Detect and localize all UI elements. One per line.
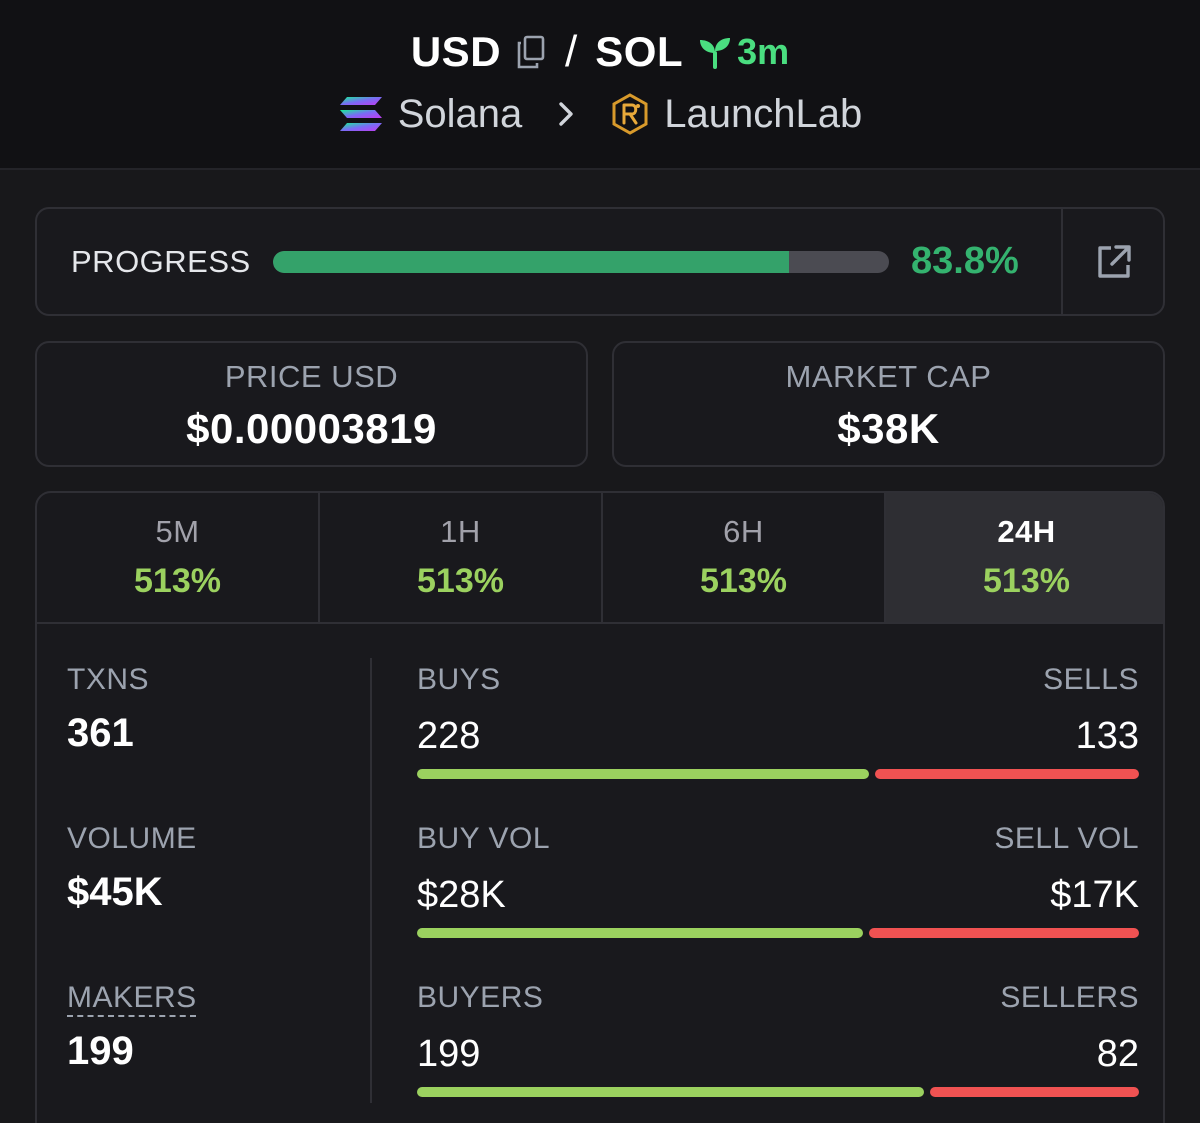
column-divider <box>370 658 372 1103</box>
market-cap-label: MARKET CAP <box>785 359 992 394</box>
sells-label: SELLS <box>1043 663 1139 696</box>
sells-bar <box>875 769 1139 779</box>
tab-label: 6H <box>723 514 764 549</box>
tab-label: 1H <box>440 514 481 549</box>
volume-label: VOLUME <box>67 822 197 855</box>
base-symbol: USD <box>410 28 502 75</box>
sell-vol-value: $17K <box>1050 874 1139 916</box>
buyers-bar <box>417 1087 924 1097</box>
sell-vol-bar <box>869 928 1139 938</box>
tab-24h[interactable]: 24H 513% <box>886 493 1163 622</box>
volume-metric: VOLUME $45K <box>67 822 367 915</box>
makers-value: 199 <box>67 1029 134 1073</box>
pair-separator: / <box>565 27 578 76</box>
volume-value: $45K <box>67 870 163 914</box>
buy-vol-bar <box>417 928 863 938</box>
pair-age: 3m <box>697 31 789 73</box>
progress-bar <box>273 251 889 273</box>
buyers-label: BUYERS <box>417 981 544 1014</box>
sellers-value: 82 <box>1096 1033 1139 1075</box>
buys-value: 228 <box>417 715 481 757</box>
progress-label: PROGRESS <box>71 244 251 279</box>
sprout-icon <box>697 35 733 69</box>
external-link-icon <box>1098 244 1131 278</box>
sellers-label: SELLERS <box>1000 981 1139 1014</box>
tab-change: 513% <box>134 562 221 600</box>
tab-label: 24H <box>997 514 1056 549</box>
tab-6h[interactable]: 6H 513% <box>603 493 886 622</box>
buyers-sellers-row: BUYERS SELLERS 199 82 <box>417 981 1139 1101</box>
txns-label: TXNS <box>67 663 150 696</box>
open-external-button[interactable] <box>1063 209 1165 314</box>
solana-icon <box>338 95 384 133</box>
market-cap-value: $38K <box>837 405 940 452</box>
price-card: PRICE USD $0.00003819 <box>35 341 588 467</box>
buys-label: BUYS <box>417 663 501 696</box>
makers-label[interactable]: MAKERS <box>67 981 197 1014</box>
tab-change: 513% <box>700 562 787 600</box>
buy-vol-label: BUY VOL <box>417 822 551 855</box>
progress-value: 83.8% <box>911 240 1019 282</box>
quote-symbol: SOL <box>595 28 684 75</box>
txns-value: 361 <box>67 711 134 755</box>
makers-metric: MAKERS 199 <box>67 981 367 1074</box>
buy-vol-value: $28K <box>417 874 506 916</box>
price-value: $0.00003819 <box>186 405 437 452</box>
txns-metric: TXNS 361 <box>67 663 367 756</box>
price-label: PRICE USD <box>224 359 399 394</box>
period-tabs: 5M 513% 1H 513% 6H 513% 24H 513% <box>37 493 1163 624</box>
sellers-bar <box>930 1087 1139 1097</box>
copy-icon[interactable] <box>515 34 547 70</box>
divider <box>1061 209 1063 314</box>
buy-sell-volume-row: BUY VOL SELL VOL $28K $17K <box>417 822 1139 942</box>
tab-1h[interactable]: 1H 513% <box>320 493 603 622</box>
chevron-right-icon <box>546 94 586 134</box>
sells-value: 133 <box>1075 715 1139 757</box>
buys-bar <box>417 769 869 779</box>
age-text: 3m <box>737 31 790 72</box>
tab-5m[interactable]: 5M 513% <box>37 493 320 622</box>
breadcrumb: Solana LaunchLab <box>0 86 1200 142</box>
period-stats-panel: 5M 513% 1H 513% 6H 513% 24H 513% TXNS 36… <box>35 491 1165 1123</box>
pair-header: USD / SOL 3m <box>0 0 1200 170</box>
tab-change: 513% <box>417 562 504 600</box>
breadcrumb-dex[interactable]: LaunchLab <box>664 91 863 136</box>
progress-fill <box>273 251 790 273</box>
pair-title-row: USD / SOL 3m <box>0 24 1200 80</box>
buys-sells-row: BUYS SELLS 228 133 <box>417 663 1139 783</box>
progress-card: PROGRESS 83.8% <box>35 207 1165 316</box>
market-cap-card: MARKET CAP $38K <box>612 341 1165 467</box>
buyers-value: 199 <box>417 1033 481 1075</box>
tab-label: 5M <box>155 514 200 549</box>
tab-change: 513% <box>983 562 1070 600</box>
breadcrumb-chain[interactable]: Solana <box>397 91 523 136</box>
sell-vol-label: SELL VOL <box>994 822 1139 855</box>
launchlab-icon <box>610 92 650 136</box>
